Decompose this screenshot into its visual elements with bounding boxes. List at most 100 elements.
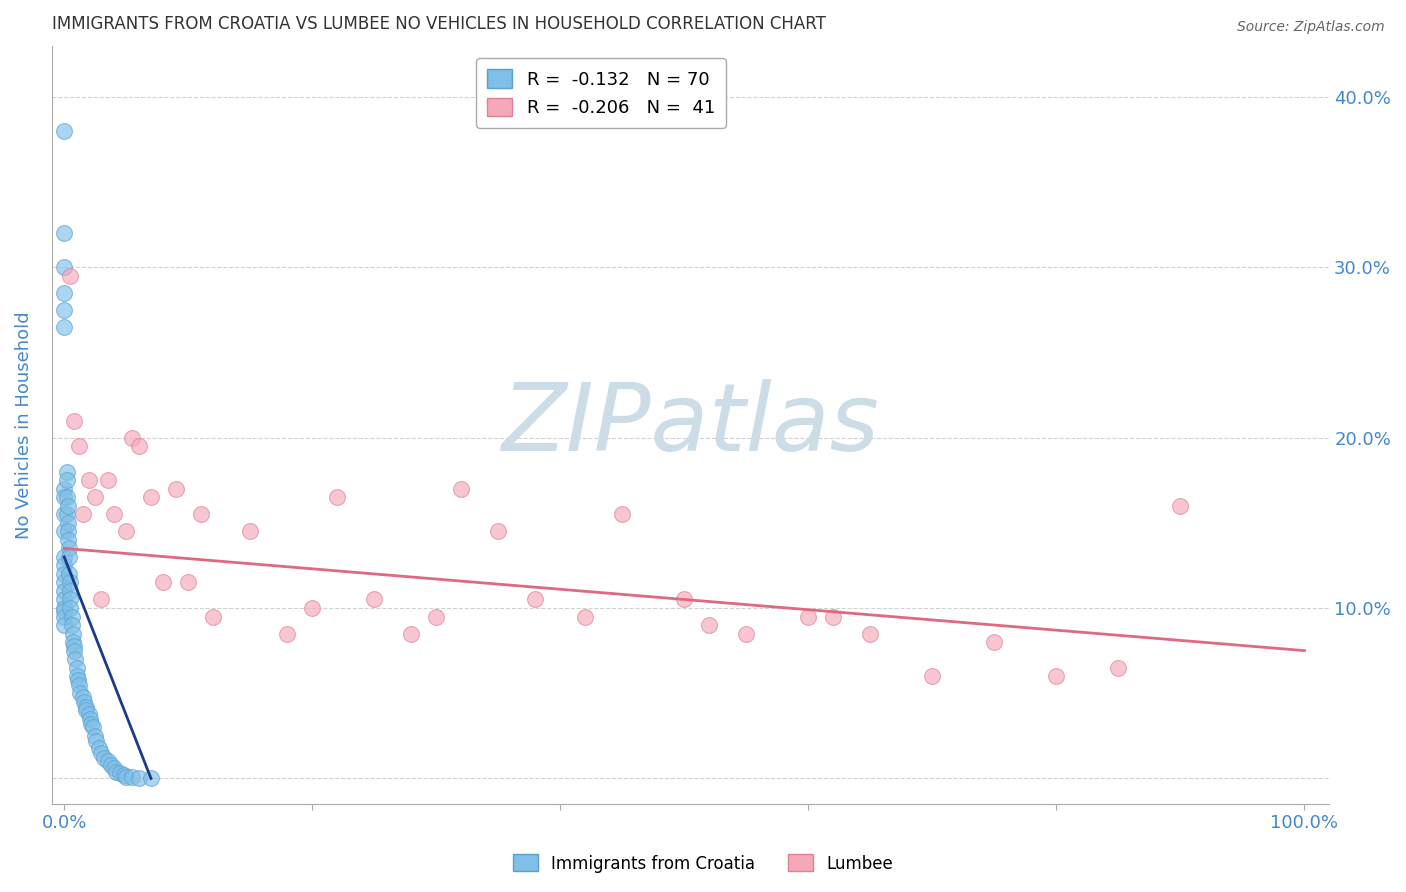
Point xyxy=(797,609,820,624)
Point xyxy=(72,508,94,522)
Point xyxy=(53,260,76,275)
Point xyxy=(53,618,76,632)
Point xyxy=(67,678,90,692)
Point xyxy=(121,431,143,445)
Point xyxy=(82,720,104,734)
Point xyxy=(77,706,100,721)
Point xyxy=(63,413,86,427)
Point xyxy=(190,508,212,522)
Point xyxy=(276,626,298,640)
Point xyxy=(53,285,76,300)
Point xyxy=(673,592,696,607)
Point xyxy=(63,639,86,653)
Point xyxy=(486,524,509,539)
Point xyxy=(115,770,138,784)
Point xyxy=(53,482,76,496)
Point xyxy=(139,772,162,786)
Point xyxy=(84,729,107,743)
Point xyxy=(72,690,94,704)
Point xyxy=(53,566,76,581)
Point xyxy=(79,712,101,726)
Point xyxy=(53,302,76,317)
Point xyxy=(450,482,472,496)
Point xyxy=(53,601,76,615)
Point xyxy=(823,609,845,624)
Point xyxy=(100,757,122,772)
Point xyxy=(1045,669,1067,683)
Point xyxy=(112,768,135,782)
Point xyxy=(139,490,162,504)
Point xyxy=(53,558,76,573)
Point xyxy=(301,601,323,615)
Point xyxy=(67,439,90,453)
Point xyxy=(53,592,76,607)
Point xyxy=(90,746,112,760)
Point xyxy=(53,604,76,618)
Point xyxy=(84,490,107,504)
Point xyxy=(1107,660,1129,674)
Point xyxy=(76,699,98,714)
Point xyxy=(59,592,82,607)
Point xyxy=(121,770,143,784)
Point xyxy=(69,686,91,700)
Point xyxy=(80,717,103,731)
Point xyxy=(63,643,86,657)
Point xyxy=(86,734,108,748)
Point xyxy=(62,635,84,649)
Point xyxy=(59,601,82,615)
Point xyxy=(152,575,174,590)
Point xyxy=(326,490,349,504)
Point xyxy=(73,695,96,709)
Point xyxy=(177,575,200,590)
Point xyxy=(65,669,87,683)
Point xyxy=(90,592,112,607)
Point xyxy=(574,609,596,624)
Point xyxy=(76,703,98,717)
Point xyxy=(58,549,80,564)
Point xyxy=(363,592,385,607)
Point xyxy=(1170,499,1192,513)
Point xyxy=(65,660,87,674)
Point xyxy=(53,549,76,564)
Point xyxy=(128,439,150,453)
Legend: Immigrants from Croatia, Lumbee: Immigrants from Croatia, Lumbee xyxy=(506,847,900,880)
Point xyxy=(97,755,120,769)
Legend: R =  -0.132   N = 70, R =  -0.206   N =  41: R = -0.132 N = 70, R = -0.206 N = 41 xyxy=(477,59,725,128)
Point xyxy=(612,508,634,522)
Point xyxy=(105,764,128,779)
Point xyxy=(58,566,80,581)
Point xyxy=(56,524,79,539)
Point xyxy=(53,609,76,624)
Point xyxy=(66,673,89,687)
Point xyxy=(55,473,77,487)
Point xyxy=(60,609,83,624)
Point xyxy=(53,490,76,504)
Point xyxy=(53,508,76,522)
Point xyxy=(55,490,77,504)
Point xyxy=(53,575,76,590)
Point xyxy=(859,626,882,640)
Point xyxy=(93,751,115,765)
Point xyxy=(128,772,150,786)
Point xyxy=(56,499,79,513)
Text: ZIPatlas: ZIPatlas xyxy=(502,379,879,470)
Point xyxy=(53,524,76,539)
Point xyxy=(53,124,76,138)
Point xyxy=(59,268,82,283)
Point xyxy=(58,541,80,556)
Point xyxy=(401,626,423,640)
Point xyxy=(87,740,110,755)
Point xyxy=(983,635,1005,649)
Point xyxy=(53,226,76,240)
Point xyxy=(60,618,83,632)
Point xyxy=(108,766,131,780)
Point xyxy=(103,761,125,775)
Point xyxy=(59,584,82,599)
Point xyxy=(697,618,720,632)
Point xyxy=(921,669,943,683)
Point xyxy=(735,626,758,640)
Point xyxy=(56,533,79,547)
Y-axis label: No Vehicles in Household: No Vehicles in Household xyxy=(15,311,32,539)
Point xyxy=(165,482,187,496)
Point xyxy=(62,626,84,640)
